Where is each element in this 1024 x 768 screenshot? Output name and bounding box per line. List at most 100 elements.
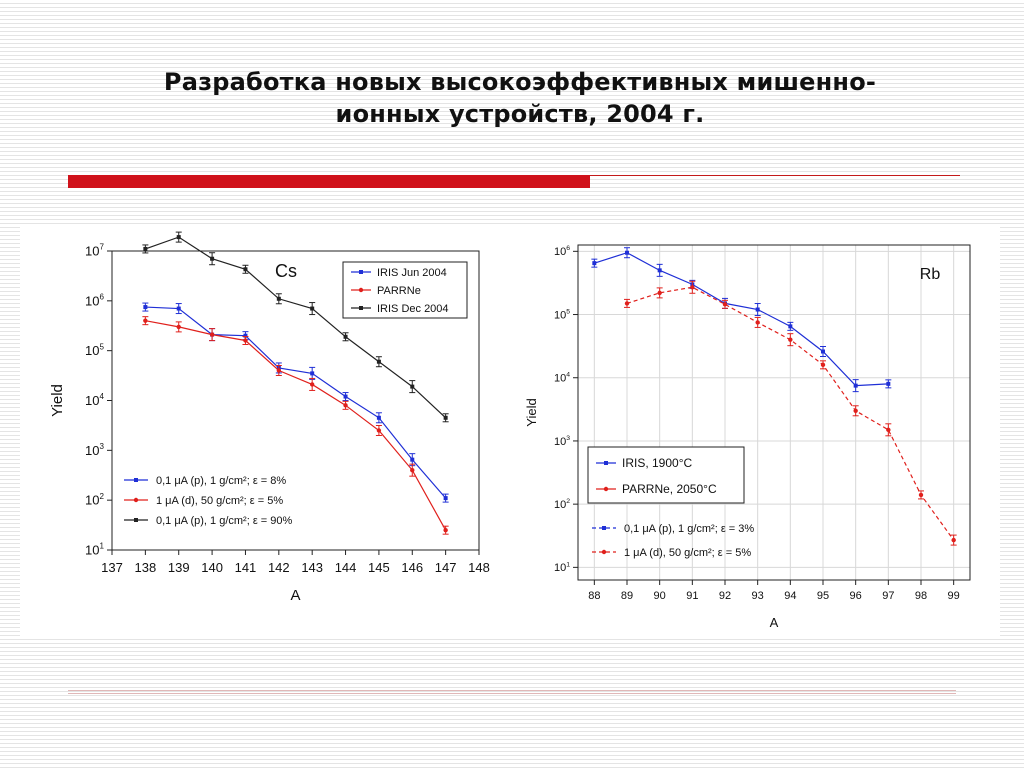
data-point	[343, 394, 348, 399]
legend-swatch-marker	[133, 497, 139, 503]
data-point	[657, 268, 662, 273]
data-point	[443, 496, 448, 501]
data-point	[176, 324, 181, 330]
data-point	[209, 332, 215, 337]
data-point	[722, 302, 728, 307]
data-point	[788, 337, 793, 342]
series-line	[145, 306, 447, 499]
red-divider-line	[590, 175, 960, 176]
data-point	[376, 415, 381, 420]
legend-swatch-marker	[602, 526, 606, 530]
y-axis-label: Yield	[49, 384, 66, 417]
data-point	[951, 537, 956, 543]
legend-swatch-marker	[601, 549, 607, 555]
data-point	[821, 349, 825, 354]
data-point	[376, 428, 382, 433]
footer-line	[68, 690, 956, 691]
data-point	[592, 261, 597, 266]
legend-label: 0,1 μA (p), 1 g/cm²; ε = 3%	[624, 523, 754, 535]
data-point	[143, 246, 148, 251]
legend-swatch-marker	[134, 478, 138, 482]
data-point	[276, 368, 282, 373]
x-tick-label: 98	[915, 590, 927, 602]
x-tick-label: 146	[401, 560, 423, 575]
panel-label: Rb	[920, 266, 941, 283]
x-tick-label: 92	[719, 590, 731, 602]
y-tick-label: 101	[85, 542, 104, 558]
data-point	[657, 290, 662, 296]
data-point	[410, 457, 415, 462]
data-point	[410, 467, 415, 473]
legend-swatch-marker	[603, 486, 609, 492]
charts-panel: 137 138 139 140 141 142 143 144 145 146 147 148 101 1…	[20, 225, 1000, 639]
legend-label: IRIS Jun 2004	[377, 267, 447, 279]
legend-label: 0,1 μA (p), 1 g/cm²; ε = 90%	[156, 515, 292, 527]
y-tick-label: 102	[554, 498, 570, 511]
x-axis-label: A	[770, 615, 779, 630]
plot-frame	[577, 244, 971, 581]
x-tick-label: 96	[850, 590, 862, 602]
y-tick-label: 104	[554, 372, 570, 385]
title-year: 2004 г.	[606, 100, 705, 128]
data-point	[755, 307, 760, 312]
legend-swatch-marker	[358, 287, 364, 293]
x-tick-label: 140	[201, 560, 223, 575]
x-tick-label: 97	[882, 590, 894, 602]
x-tick-label: 94	[784, 590, 796, 602]
x-tick-label: 88	[588, 590, 600, 602]
y-tick-label: 106	[554, 245, 570, 258]
data-point	[820, 362, 826, 368]
rb-yield-chart: 88 89 90 91 92 93 94 95 96 97 98 99 101 102 103 104 105 1…	[524, 244, 971, 630]
data-point	[243, 267, 248, 272]
data-point	[243, 333, 248, 338]
data-point	[853, 383, 858, 388]
data-point	[624, 301, 630, 306]
x-tick-label: 91	[686, 590, 698, 602]
x-tick-label: 93	[752, 590, 764, 602]
y-tick-label: 105	[554, 308, 570, 321]
legend-swatch-marker	[134, 518, 138, 522]
series-line	[145, 320, 447, 531]
data-point	[625, 250, 629, 255]
x-tick-label: 143	[301, 560, 323, 575]
data-point	[443, 415, 448, 420]
x-tick-label: 147	[435, 560, 457, 575]
legend-swatch-marker	[604, 461, 608, 465]
data-point	[143, 305, 148, 310]
footer-line	[68, 693, 956, 694]
legend-swatch-marker	[359, 270, 363, 274]
x-tick-label: 89	[621, 590, 633, 602]
data-point	[788, 324, 793, 329]
data-point	[243, 338, 248, 343]
x-tick-label: 145	[368, 560, 390, 575]
data-point	[690, 285, 695, 290]
x-tick-label: 141	[235, 560, 257, 575]
data-point	[755, 320, 760, 325]
y-tick-label: 105	[85, 342, 104, 358]
data-point	[343, 403, 348, 408]
y-tick-label: 103	[85, 442, 104, 458]
x-tick-label: 139	[168, 560, 190, 575]
legend-label: IRIS, 1900°C	[622, 456, 693, 470]
data-point	[310, 306, 315, 311]
title-line-2-text: ионных устройств,	[335, 100, 598, 128]
data-point	[443, 527, 448, 533]
title-line-1: Разработка новых высокоэффективных мишен…	[163, 68, 877, 96]
data-point	[376, 359, 381, 364]
legend-label: 0,1 μA (p), 1 g/cm²; ε = 8%	[156, 475, 286, 487]
data-point	[410, 384, 415, 389]
data-point	[176, 235, 181, 240]
x-tick-label: 99	[948, 590, 960, 602]
x-tick-label: 138	[135, 560, 157, 575]
data-point	[310, 371, 315, 376]
panel-label: Cs	[275, 261, 297, 281]
y-tick-label: 103	[554, 435, 570, 448]
x-tick-label: 90	[654, 590, 666, 602]
y-tick-label: 104	[85, 392, 104, 408]
cs-yield-chart: 137 138 139 140 141 142 143 144 145 146 147 148 101 1…	[49, 231, 490, 604]
legend-label: PARRNe, 2050°C	[622, 482, 717, 496]
data-point	[918, 492, 924, 498]
y-tick-label: 107	[85, 243, 104, 259]
data-point	[176, 306, 181, 311]
data-point	[853, 408, 858, 413]
